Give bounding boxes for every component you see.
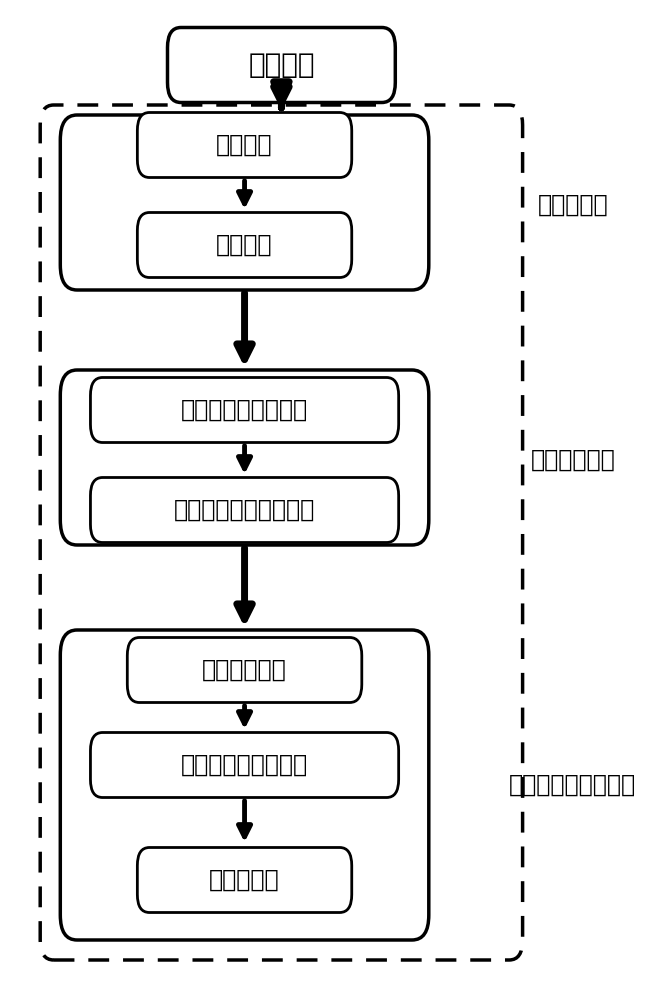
Text: 自适应阈値钓化检测: 自适应阈値钓化检测 xyxy=(181,753,308,777)
FancyBboxPatch shape xyxy=(137,112,352,178)
FancyBboxPatch shape xyxy=(90,478,399,542)
Text: 图像采集: 图像采集 xyxy=(248,51,315,79)
FancyBboxPatch shape xyxy=(137,848,352,912)
Text: 钓化病变探测与量化: 钓化病变探测与量化 xyxy=(509,773,636,797)
Text: 冠状动脉的检测与分割: 冠状动脉的检测与分割 xyxy=(174,498,315,522)
Text: 钓化分计算: 钓化分计算 xyxy=(209,868,280,892)
Text: 层间插値: 层间插値 xyxy=(216,133,273,157)
FancyBboxPatch shape xyxy=(90,377,399,442)
FancyBboxPatch shape xyxy=(90,732,399,798)
FancyBboxPatch shape xyxy=(60,115,429,290)
FancyBboxPatch shape xyxy=(127,638,362,702)
FancyBboxPatch shape xyxy=(60,630,429,940)
FancyBboxPatch shape xyxy=(40,105,523,960)
Text: 灰度映射: 灰度映射 xyxy=(216,233,273,257)
Text: 血管结构提取: 血管结构提取 xyxy=(531,448,615,472)
FancyBboxPatch shape xyxy=(137,212,352,277)
FancyBboxPatch shape xyxy=(60,370,429,545)
Text: 升主动脉识别与分割: 升主动脉识别与分割 xyxy=(181,398,308,422)
FancyBboxPatch shape xyxy=(168,27,395,102)
Text: 图像预处理: 图像预处理 xyxy=(537,193,608,217)
Text: 血管区域划分: 血管区域划分 xyxy=(202,658,287,682)
